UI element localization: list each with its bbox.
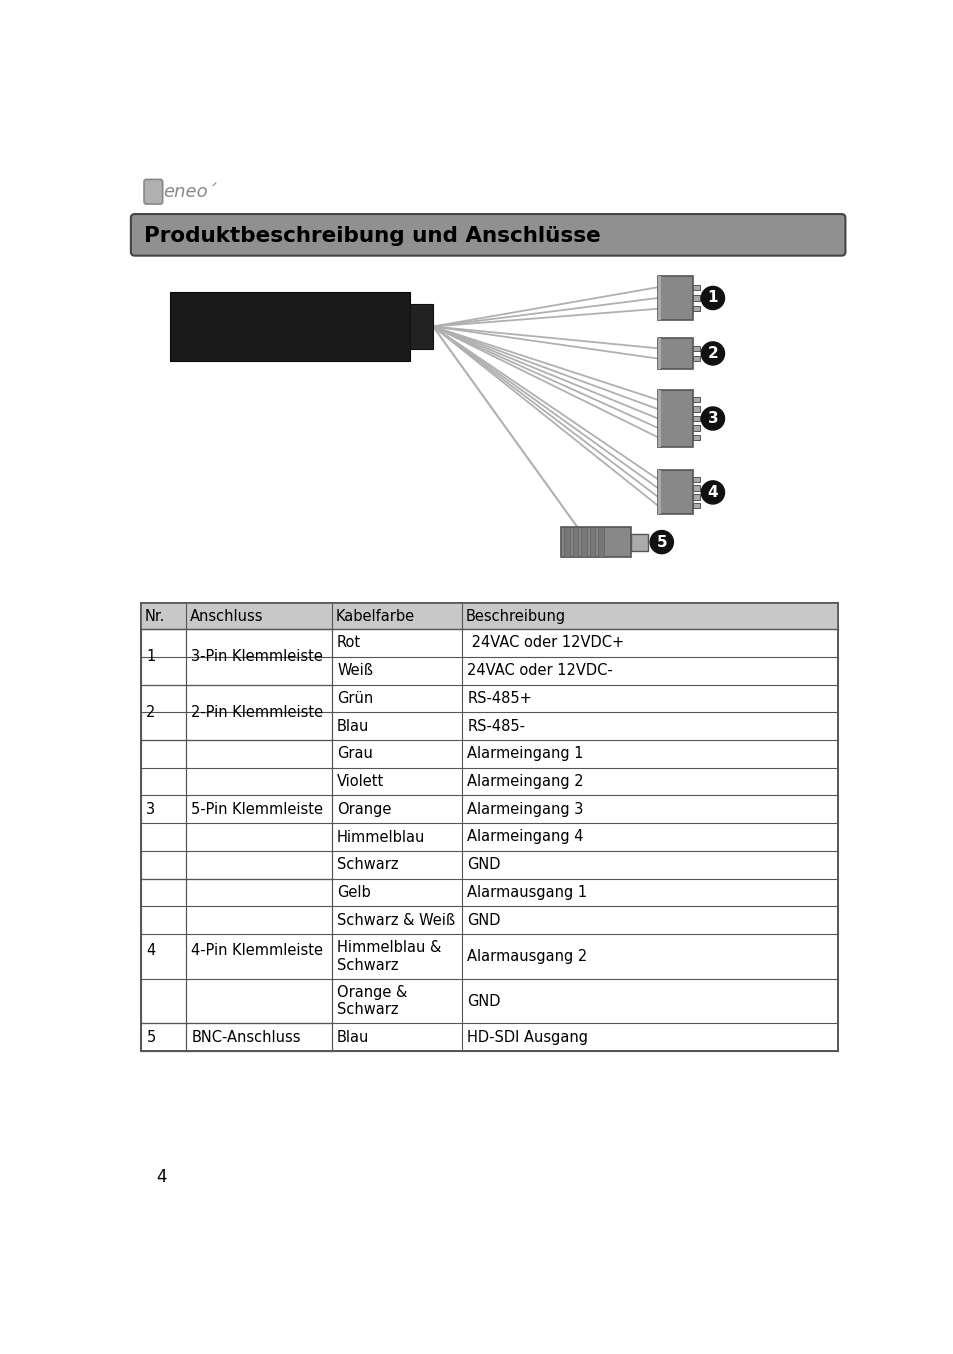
Text: 5: 5 xyxy=(146,1029,155,1045)
Bar xyxy=(692,356,700,362)
Bar xyxy=(658,470,692,515)
Text: Kabelfarbe: Kabelfarbe xyxy=(335,608,415,623)
Bar xyxy=(692,502,700,508)
Bar xyxy=(141,603,838,1051)
Text: Nr.: Nr. xyxy=(145,608,165,623)
Text: 5-Pin Klemmleiste: 5-Pin Klemmleiste xyxy=(192,802,323,816)
Text: Anschluss: Anschluss xyxy=(190,608,263,623)
Text: Alarmausgang 1: Alarmausgang 1 xyxy=(467,886,587,900)
Text: 2: 2 xyxy=(146,705,155,720)
Bar xyxy=(141,603,838,1051)
Text: Alarmeingang 4: Alarmeingang 4 xyxy=(467,830,583,845)
Bar xyxy=(658,390,692,447)
Bar xyxy=(658,338,692,368)
Text: 3: 3 xyxy=(146,802,155,816)
Text: 1: 1 xyxy=(707,291,718,306)
Text: 5: 5 xyxy=(656,535,666,550)
Bar xyxy=(692,485,700,490)
Text: Himmelblau &
Schwarz: Himmelblau & Schwarz xyxy=(336,940,441,972)
Text: 4: 4 xyxy=(146,944,155,959)
Text: HD-SDI Ausgang: HD-SDI Ausgang xyxy=(467,1029,588,1045)
Text: Grün: Grün xyxy=(336,691,373,705)
Circle shape xyxy=(700,343,723,366)
Text: RS-485-: RS-485- xyxy=(467,719,525,734)
Text: 2-Pin Klemmleiste: 2-Pin Klemmleiste xyxy=(192,705,323,720)
Text: Blau: Blau xyxy=(336,1029,369,1045)
Circle shape xyxy=(700,481,723,504)
Bar xyxy=(692,406,700,412)
Text: eneo´: eneo´ xyxy=(163,183,217,200)
Text: 3-Pin Klemmleiste: 3-Pin Klemmleiste xyxy=(192,650,323,665)
Bar xyxy=(170,292,410,362)
Text: RS-485+: RS-485+ xyxy=(467,691,532,705)
Text: 1: 1 xyxy=(146,650,155,665)
Text: Grau: Grau xyxy=(336,746,373,761)
Circle shape xyxy=(700,408,723,431)
Bar xyxy=(692,477,700,482)
Text: Weiß: Weiß xyxy=(336,663,373,678)
Text: Alarmausgang 2: Alarmausgang 2 xyxy=(467,949,587,964)
Text: Alarmeingang 2: Alarmeingang 2 xyxy=(467,774,583,789)
Text: Orange &
Schwarz: Orange & Schwarz xyxy=(336,984,407,1017)
Text: 24VAC oder 12VDC-: 24VAC oder 12VDC- xyxy=(467,663,613,678)
Bar xyxy=(572,528,578,556)
Bar xyxy=(692,425,700,431)
Text: 24VAC oder 12VDC+: 24VAC oder 12VDC+ xyxy=(467,635,623,650)
Circle shape xyxy=(649,531,673,554)
Text: Blau: Blau xyxy=(336,719,369,734)
FancyBboxPatch shape xyxy=(144,180,162,204)
Bar xyxy=(692,295,700,301)
Bar xyxy=(658,276,692,320)
Bar xyxy=(692,435,700,440)
Bar xyxy=(692,397,700,402)
Text: 4: 4 xyxy=(707,485,718,500)
Text: 3: 3 xyxy=(707,412,718,427)
Text: Alarmeingang 3: Alarmeingang 3 xyxy=(467,802,583,816)
Text: GND: GND xyxy=(467,994,500,1009)
Text: GND: GND xyxy=(467,913,500,927)
Text: 4-Pin Klemmleiste: 4-Pin Klemmleiste xyxy=(192,944,323,959)
Text: Orange: Orange xyxy=(336,802,391,816)
Text: BNC-Anschluss: BNC-Anschluss xyxy=(192,1029,300,1045)
Bar xyxy=(692,416,700,421)
Bar xyxy=(580,528,586,556)
Bar xyxy=(563,528,569,556)
Text: Gelb: Gelb xyxy=(336,886,371,900)
Bar xyxy=(141,603,838,630)
Text: Produktbeschreibung und Anschlüsse: Produktbeschreibung und Anschlüsse xyxy=(144,226,600,245)
Text: GND: GND xyxy=(467,857,500,872)
FancyBboxPatch shape xyxy=(131,214,844,256)
Bar xyxy=(658,390,660,447)
Text: Schwarz & Weiß: Schwarz & Weiß xyxy=(336,913,455,927)
Bar xyxy=(630,533,647,551)
Bar xyxy=(589,528,595,556)
Bar xyxy=(692,494,700,500)
Bar xyxy=(410,305,433,349)
Text: Alarmeingang 1: Alarmeingang 1 xyxy=(467,746,583,761)
Text: Rot: Rot xyxy=(336,635,361,650)
Bar xyxy=(692,284,700,290)
Text: Violett: Violett xyxy=(336,774,384,789)
Text: Beschreibung: Beschreibung xyxy=(465,608,565,623)
Bar xyxy=(658,276,660,320)
Bar xyxy=(692,306,700,311)
Bar xyxy=(658,338,660,368)
Bar xyxy=(560,528,630,556)
Bar xyxy=(598,528,603,556)
Bar xyxy=(692,345,700,351)
Bar xyxy=(658,470,660,515)
Text: 2: 2 xyxy=(707,345,718,362)
Text: Schwarz: Schwarz xyxy=(336,857,398,872)
Circle shape xyxy=(700,287,723,310)
Text: Himmelblau: Himmelblau xyxy=(336,830,425,845)
Text: 4: 4 xyxy=(156,1169,167,1186)
